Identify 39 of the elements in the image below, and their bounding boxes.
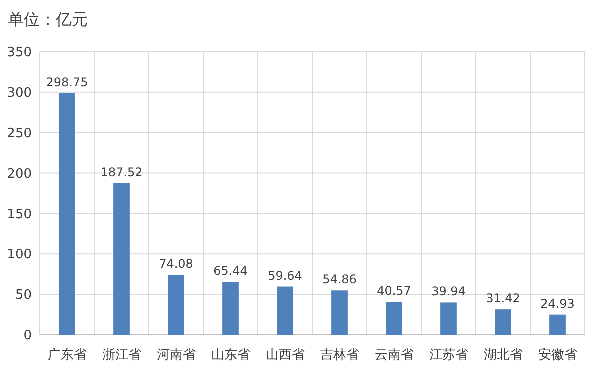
x-tick-label: 江苏省 (429, 348, 468, 363)
y-tick-label: 200 (7, 166, 32, 182)
data-label: 65.44 (214, 264, 248, 278)
bar (495, 310, 512, 335)
data-label: 54.86 (322, 272, 357, 287)
bar (550, 314, 566, 335)
bar (114, 183, 130, 335)
x-tick-label: 安徽省 (538, 347, 578, 363)
bar (386, 302, 402, 335)
y-tick-label: 350 (7, 46, 32, 61)
data-label: 74.08 (159, 257, 194, 272)
bar (332, 290, 348, 335)
bar (59, 93, 76, 335)
y-tick-label: 300 (7, 86, 32, 101)
y-tick-label: 0 (24, 328, 32, 344)
y-tick-label: 100 (7, 248, 32, 263)
x-tick-label: 山西省 (266, 348, 305, 363)
data-label: 31.42 (486, 292, 520, 306)
x-tick-label: 吉林省 (320, 348, 360, 363)
x-tick-label: 山东省 (211, 348, 250, 363)
bar (168, 275, 184, 335)
x-tick-label: 云南省 (374, 348, 414, 363)
data-label: 298.75 (46, 75, 88, 90)
x-tick-label: 浙江省 (102, 348, 142, 363)
data-label: 39.94 (432, 284, 466, 299)
y-tick-label: 50 (15, 288, 32, 304)
x-tick-label: 河南省 (156, 348, 196, 363)
y-tick-label: 250 (7, 126, 32, 142)
bar (222, 282, 239, 335)
bar (440, 302, 457, 335)
data-label: 187.52 (100, 165, 143, 180)
x-tick-label: 广东省 (48, 348, 87, 363)
y-tick-label: 150 (7, 207, 32, 222)
data-label: 40.57 (377, 284, 412, 298)
x-tick-label: 湖北省 (484, 348, 523, 363)
bar (277, 286, 294, 335)
data-label: 59.64 (268, 268, 302, 283)
data-label: 24.93 (540, 296, 575, 311)
chart-title: 单位：亿元 (8, 10, 88, 29)
